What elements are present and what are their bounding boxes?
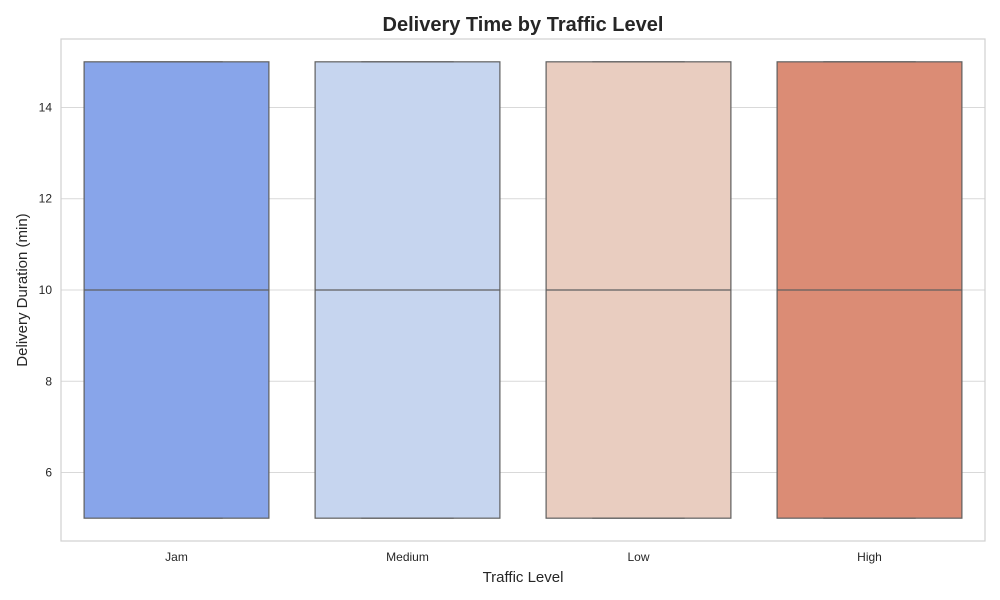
- box-group-low: [545, 61, 732, 519]
- y-tick-label: 14: [39, 100, 53, 114]
- x-tick-label: High: [857, 550, 882, 564]
- y-tick-label: 12: [39, 192, 53, 206]
- y-tick-label: 8: [45, 374, 52, 388]
- box-group-jam: [83, 61, 270, 519]
- y-tick-label: 6: [45, 466, 52, 480]
- plot-frame: [60, 38, 986, 542]
- chart-title: Delivery Time by Traffic Level: [383, 14, 664, 36]
- box-group-high: [776, 61, 963, 519]
- y-tick-label: 10: [39, 283, 53, 297]
- y-axis-label: Delivery Duration (min): [14, 213, 31, 366]
- box-group-medium: [314, 61, 501, 519]
- boxes: [83, 61, 963, 519]
- y-tick-labels: 6 8 10 12 14: [39, 100, 53, 479]
- x-tick-label: Jam: [165, 550, 188, 564]
- x-tick-label: Medium: [386, 550, 429, 564]
- x-axis-label: Traffic Level: [483, 569, 564, 586]
- x-tick-label: Low: [627, 550, 649, 564]
- x-tick-labels: Jam Medium Low High: [165, 550, 882, 564]
